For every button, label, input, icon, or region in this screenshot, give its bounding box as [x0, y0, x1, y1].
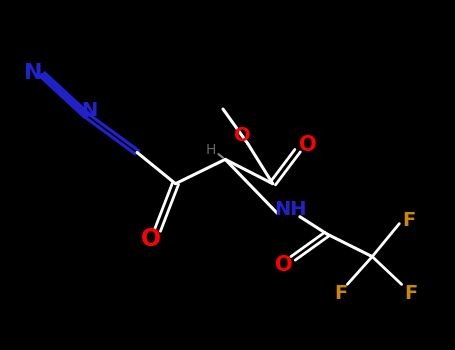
- Text: O: O: [275, 255, 293, 275]
- Text: F: F: [334, 284, 347, 302]
- Text: F: F: [404, 284, 417, 302]
- Text: N: N: [24, 63, 42, 83]
- Text: H: H: [205, 143, 216, 157]
- Text: NH: NH: [274, 200, 307, 219]
- Text: N: N: [81, 101, 98, 120]
- Text: O: O: [234, 126, 251, 145]
- Text: O: O: [299, 135, 316, 155]
- Text: F: F: [402, 211, 415, 230]
- Text: O: O: [141, 227, 161, 251]
